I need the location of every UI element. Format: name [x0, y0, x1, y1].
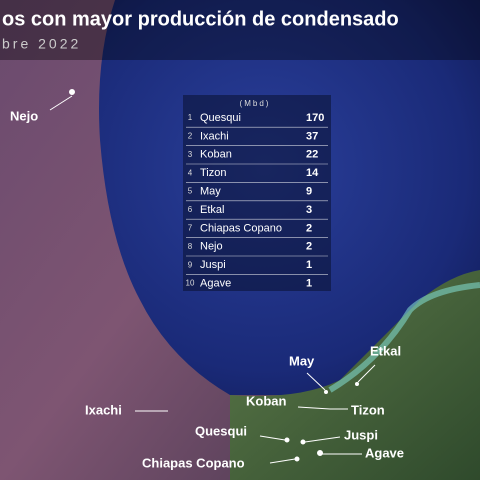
- map-label: Nejo: [10, 108, 38, 123]
- field-name: Chiapas Copano: [200, 222, 282, 234]
- rank: 5: [188, 187, 193, 196]
- value: 2: [306, 241, 312, 253]
- field-name: Quesqui: [200, 112, 241, 124]
- rank: 8: [188, 242, 193, 251]
- rank: 1: [188, 113, 193, 122]
- value: 14: [306, 167, 319, 179]
- value: 1: [306, 278, 312, 290]
- map-label: Ixachi: [85, 402, 122, 417]
- value: 170: [306, 112, 324, 124]
- rank: 6: [188, 205, 193, 214]
- value: 22: [306, 149, 318, 161]
- value: 3: [306, 204, 312, 216]
- map-label: Tizon: [351, 402, 385, 417]
- land-west: [0, 0, 360, 480]
- map-label: Koban: [246, 393, 287, 408]
- map-label: Agave: [365, 445, 404, 460]
- rank: 3: [188, 150, 193, 159]
- map-label: Quesqui: [195, 423, 247, 438]
- field-name: Etkal: [200, 204, 224, 216]
- field-name: Nejo: [200, 241, 223, 253]
- rank: 2: [188, 132, 193, 141]
- rank: 4: [188, 168, 193, 177]
- map-label: Etkal: [370, 343, 401, 358]
- shallow-shelf: [328, 282, 480, 393]
- field-name: Juspi: [200, 259, 226, 271]
- field-name: Tizon: [200, 167, 227, 179]
- map-label: Chiapas Copano: [142, 455, 245, 470]
- map-label: Juspi: [344, 427, 378, 442]
- value: 1: [306, 259, 312, 271]
- field-name: May: [200, 186, 221, 198]
- field-name: Ixachi: [200, 130, 229, 142]
- field-name: Agave: [200, 278, 231, 290]
- value: 2: [306, 222, 312, 234]
- rank: 9: [188, 260, 193, 269]
- title: os con mayor producción de condensado: [2, 8, 399, 30]
- value: 37: [306, 130, 318, 142]
- field-name: Koban: [200, 149, 232, 161]
- rank: 7: [188, 224, 193, 233]
- title-shade: [0, 0, 480, 60]
- map-label: May: [289, 353, 315, 368]
- table-unit: (Mbd): [240, 99, 271, 108]
- leaders: [49, 89, 376, 464]
- rank: 10: [186, 279, 195, 288]
- table-panel: [183, 95, 331, 291]
- value: 9: [306, 186, 312, 198]
- subtitle: bre 2022: [2, 36, 81, 52]
